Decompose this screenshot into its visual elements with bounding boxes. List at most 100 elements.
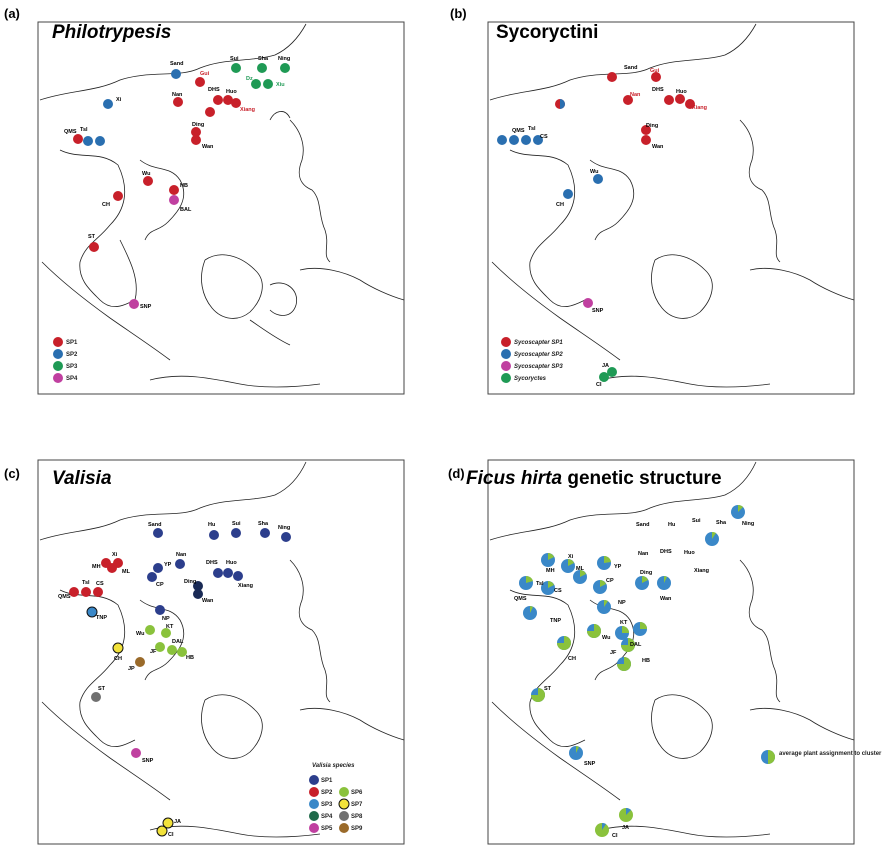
leg-d-text: average plant assignment to cluster xyxy=(779,751,882,757)
lbl-qms-b: QMS xyxy=(512,128,525,134)
lbl-wan-c: Wan xyxy=(202,598,214,604)
lbl-ding-d: Ding xyxy=(640,570,652,576)
lbl-cs-d: CS xyxy=(554,588,562,594)
lbl-tsl-c: Tsl xyxy=(82,580,90,586)
pie-snp xyxy=(569,746,583,760)
panel-b-letter: (b) xyxy=(450,6,467,21)
lbl-xiang-b: Xiang xyxy=(692,105,707,111)
panel-c-letter: (c) xyxy=(4,466,20,481)
lbl-ci-b: CI xyxy=(596,382,602,388)
lbl-ding-a: Ding xyxy=(192,122,204,128)
pie-tsl xyxy=(519,575,533,590)
lbl-mh-c: MH xyxy=(92,564,101,570)
lbl-hb-d: HB xyxy=(642,658,650,664)
site-qms-a xyxy=(73,134,83,144)
lbl-xi-a: Xi xyxy=(116,97,122,103)
lbl-nan-c: Nan xyxy=(176,552,187,558)
lbl-xiu-a: Xiu xyxy=(276,82,285,88)
sites-b xyxy=(497,72,695,382)
lbl-xi-d: Xi xyxy=(568,554,574,560)
lbl-ning-c: Ning xyxy=(278,525,290,531)
leg-b-1: Sycoscapter SP1 xyxy=(514,340,563,346)
panel-d: Sand Hu Sui Sha Ning Nan DHS Huo Xiang X… xyxy=(444,440,884,845)
leg-c-sp5: SP5 xyxy=(321,826,333,832)
pie-wan xyxy=(657,576,671,590)
site-xi-a xyxy=(103,99,113,109)
lbl-jp-c: JP xyxy=(128,666,135,672)
lbl-ci-d: CI xyxy=(612,833,618,839)
panel-a-title: Philotrypesis xyxy=(52,22,172,43)
lbl-dhs-a: DHS xyxy=(208,87,220,93)
pie-kt xyxy=(615,626,629,640)
site-dhs-a xyxy=(205,107,215,117)
pie-ja xyxy=(619,807,633,822)
pie-ding xyxy=(635,576,649,590)
pie-ci xyxy=(595,822,609,837)
lbl-jf-d: JF xyxy=(610,650,617,656)
map-c: Sand Hu Sui Sha Ning Nan DHS Huo Xiang X… xyxy=(37,459,405,845)
site-hb-a xyxy=(169,185,179,195)
lbl-gui-a: Gui xyxy=(200,71,210,77)
lbl-huo-d: Huo xyxy=(684,550,695,556)
leg-c-title: Valisia species xyxy=(312,763,355,769)
coastline-a xyxy=(39,23,405,388)
lbl-tnp-d: TNP xyxy=(550,618,561,624)
coastline-d xyxy=(489,461,855,838)
pie-sha xyxy=(705,531,719,546)
pie-ch xyxy=(557,636,571,650)
site-wu-a xyxy=(143,176,153,186)
lbl-wu-d: Wu xyxy=(602,635,610,641)
panel-d-title-rest: genetic structure xyxy=(562,468,722,489)
lbl-hu-d: Hu xyxy=(668,522,675,528)
lbl-ning-d: Ning xyxy=(742,521,754,527)
pie-ning xyxy=(731,504,745,519)
lbl-wan-b: Wan xyxy=(652,144,664,150)
leg-b-2: Sycoscapter SP2 xyxy=(514,352,563,358)
panel-c: Sand Hu Sui Sha Ning Nan DHS Huo Xiang X… xyxy=(0,440,440,845)
panel-c-title: Valisia xyxy=(52,468,112,489)
pie-np xyxy=(597,599,611,614)
lbl-jf-c: JF xyxy=(150,649,157,655)
leg-c-sp2: SP2 xyxy=(321,790,333,796)
panel-a: Sand Gui Sui Sha Ning Xi Nan DHS Huo Dz … xyxy=(0,0,440,410)
lbl-qms-c: QMS xyxy=(58,594,71,600)
lbl-wan-d: Wan xyxy=(660,596,672,602)
lbl-xiang-a: Xiang xyxy=(240,107,255,113)
site-sand-a xyxy=(171,69,181,79)
site-nan-a xyxy=(173,97,183,107)
lbl-nan-a: Nan xyxy=(172,92,183,98)
lbl-sand-b: Sand xyxy=(624,65,637,71)
map-d: Sand Hu Sui Sha Ning Nan DHS Huo Xiang X… xyxy=(487,459,882,845)
pie-hb xyxy=(617,657,631,671)
map-b: Sand Gui Nan DHS Huo Xiang QMS Tsl CS Di… xyxy=(487,21,855,395)
lbl-xiang-c: Xiang xyxy=(238,583,253,589)
lbl-wan-a: Wan xyxy=(202,144,214,150)
lbl-yp-d: YP xyxy=(614,564,622,570)
lbl-dz-a: Dz xyxy=(246,76,253,82)
lbl-dal-d: DAL xyxy=(630,642,642,648)
lbl-sha-d: Sha xyxy=(716,520,727,526)
lbl-ch-b: CH xyxy=(556,202,564,208)
panel-b: Sand Gui Nan DHS Huo Xiang QMS Tsl CS Di… xyxy=(444,0,884,410)
lbl-snp-c: SNP xyxy=(142,758,154,764)
lbl-wu-b: Wu xyxy=(590,169,598,175)
lbl-sui-c: Sui xyxy=(232,521,241,527)
lbl-sand-d: Sand xyxy=(636,522,649,528)
pie-legend xyxy=(761,750,775,764)
lbl-cp-c: CP xyxy=(156,582,164,588)
panel-d-title: Ficus hirta genetic structure xyxy=(466,468,722,490)
pie-qms xyxy=(523,606,537,620)
lbl-yp-c: YP xyxy=(164,562,172,568)
site-gui-a xyxy=(195,77,205,87)
lbl-huo-c: Huo xyxy=(226,560,237,566)
site-sui-a xyxy=(231,63,241,73)
pie-wu xyxy=(587,624,601,638)
lbl-ja-c: JA xyxy=(174,819,181,825)
pie-cp xyxy=(593,580,607,594)
coastline-c xyxy=(39,461,405,838)
pie-st xyxy=(531,688,545,702)
lbl-st-a: ST xyxy=(88,234,96,240)
site-sha-a xyxy=(257,63,267,73)
leg-c-sp4: SP4 xyxy=(321,814,333,820)
site-xiang-a xyxy=(231,98,241,108)
